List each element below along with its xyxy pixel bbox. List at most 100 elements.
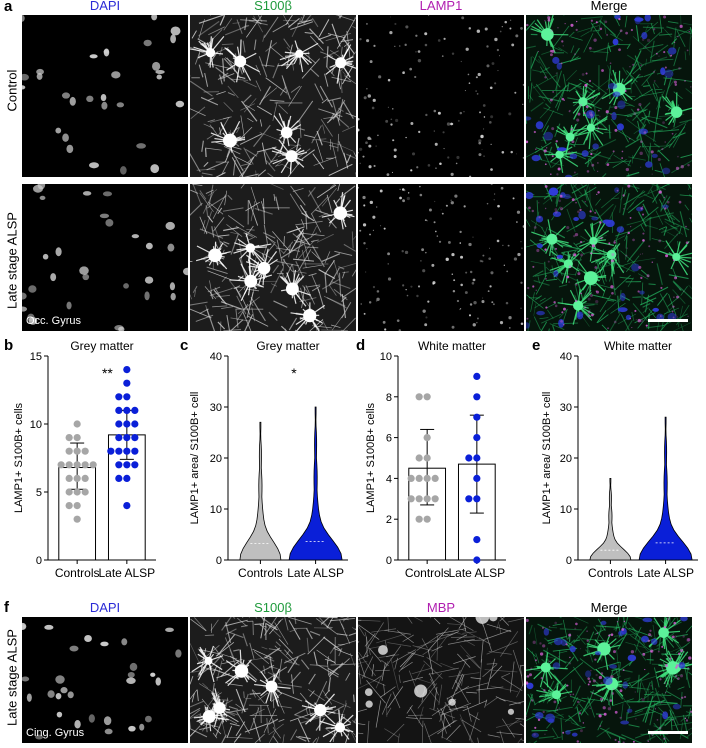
data-point <box>123 475 130 482</box>
channel-label-merge: Merge <box>526 0 692 13</box>
data-point <box>473 414 480 421</box>
x-tick-label: Late ALSP <box>637 566 694 580</box>
data-point <box>424 393 431 400</box>
y-axis-label: LAMP1+ S100B+ cells <box>365 402 377 513</box>
panel-a-label: a <box>4 0 12 15</box>
y-tick-label: 20 <box>210 453 222 465</box>
data-point <box>123 380 130 387</box>
data-point <box>115 448 122 455</box>
data-point <box>66 434 73 441</box>
data-point <box>74 502 81 509</box>
data-point <box>115 475 122 482</box>
y-tick-label: 0 <box>386 555 392 567</box>
chart-title: White matter <box>418 339 486 353</box>
micrograph-f-merge <box>526 617 692 743</box>
data-point <box>432 495 439 502</box>
data-point <box>123 461 130 468</box>
y-tick-label: 40 <box>560 351 572 363</box>
y-tick-label: 40 <box>210 351 222 363</box>
data-point <box>131 420 138 427</box>
channel-label-mbp-f: MBP <box>358 600 524 615</box>
micrograph-f-s100b <box>190 617 356 743</box>
data-point <box>66 488 73 495</box>
region-tag-cing-gyrus: Cing. Gyrus <box>26 727 84 739</box>
data-point <box>424 475 431 482</box>
y-tick-label: 10 <box>560 504 572 516</box>
y-tick-label: 30 <box>560 402 572 414</box>
data-point <box>424 516 431 523</box>
violin <box>639 417 692 560</box>
data-point <box>74 420 81 427</box>
significance-marker: * <box>291 365 297 381</box>
micrograph-f-dapi: Cing. Gyrus <box>22 617 188 743</box>
data-point <box>473 536 480 543</box>
data-point <box>66 502 73 509</box>
region-tag-occ-gyrus: Occ. Gyrus <box>26 315 81 327</box>
violin <box>289 407 342 560</box>
micrograph-alsp-lamp1 <box>358 184 524 331</box>
data-point <box>107 448 114 455</box>
panel-c-label: c <box>180 337 188 354</box>
data-point <box>408 475 415 482</box>
data-point <box>82 475 89 482</box>
micrograph-alsp-s100b <box>190 184 356 331</box>
data-point <box>74 475 81 482</box>
data-point <box>131 434 138 441</box>
y-tick-label: 0 <box>36 555 42 567</box>
row-label-late-stage-alsp: Late stage ALSP <box>5 191 20 331</box>
scale-bar-f <box>648 731 688 734</box>
channel-label-dapi-f: DAPI <box>22 600 188 615</box>
data-point <box>473 495 480 502</box>
micrograph-f-mbp <box>358 617 524 743</box>
y-tick-label: 10 <box>380 351 392 363</box>
data-point <box>416 516 423 523</box>
y-tick-label: 5 <box>36 487 42 499</box>
data-point <box>123 434 130 441</box>
data-point <box>123 420 130 427</box>
data-point <box>123 407 130 414</box>
y-axis-label: LAMP1+ area/ S100B+ cell <box>541 392 553 525</box>
y-tick-label: 20 <box>560 453 572 465</box>
data-point <box>74 461 81 468</box>
micrograph-control-lamp1 <box>358 15 524 177</box>
chart-title: Grey matter <box>256 339 319 353</box>
data-point <box>131 448 138 455</box>
data-point <box>416 454 423 461</box>
data-point <box>66 475 73 482</box>
data-point <box>90 461 97 468</box>
data-point <box>473 454 480 461</box>
data-point <box>123 366 130 373</box>
data-point <box>473 434 480 441</box>
y-tick-label: 15 <box>30 351 42 363</box>
y-tick-label: 10 <box>210 504 222 516</box>
violin <box>590 478 631 560</box>
data-point <box>74 448 81 455</box>
data-point <box>115 461 122 468</box>
x-tick-label: Late ALSP <box>98 566 155 580</box>
data-point <box>465 454 472 461</box>
channel-label-lamp1: LAMP1 <box>358 0 524 13</box>
data-point <box>416 475 423 482</box>
y-tick-label: 4 <box>386 473 392 485</box>
panel-b-label: b <box>4 337 13 354</box>
data-point <box>82 448 89 455</box>
panel-d-label: d <box>356 337 365 354</box>
data-point <box>66 448 73 455</box>
data-point <box>473 475 480 482</box>
row-label-late-stage-alsp-f: Late stage ALSP <box>5 608 20 748</box>
row-label-control: Control <box>5 21 20 161</box>
data-point <box>115 434 122 441</box>
data-point <box>58 461 65 468</box>
x-tick-label: Controls <box>238 566 283 580</box>
significance-marker: ** <box>102 365 113 381</box>
x-tick-label: Controls <box>588 566 633 580</box>
data-point <box>74 488 81 495</box>
micrograph-control-s100b <box>190 15 356 177</box>
data-point <box>123 502 130 509</box>
channel-label-s100b-f: S100β <box>190 600 356 615</box>
x-tick-label: Late ALSP <box>448 566 505 580</box>
data-point <box>115 420 122 427</box>
